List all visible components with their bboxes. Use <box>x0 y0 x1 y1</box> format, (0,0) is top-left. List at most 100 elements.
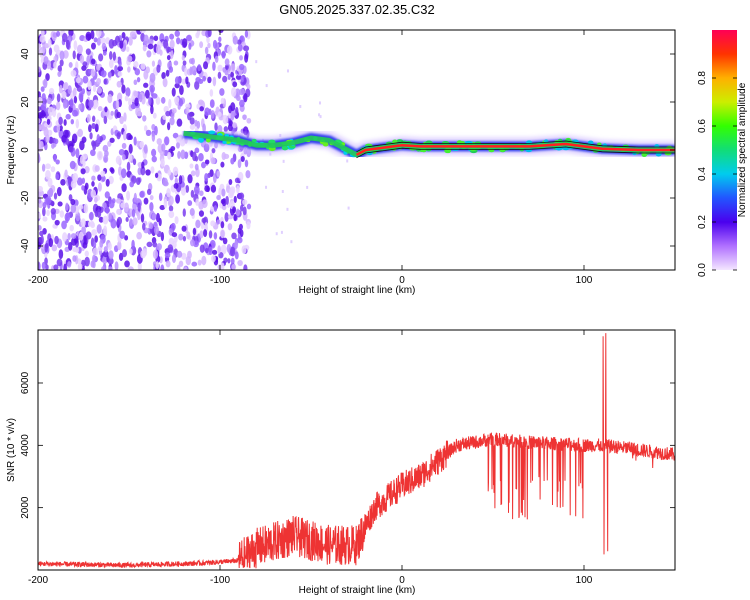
noise-point <box>224 64 229 70</box>
noise-point <box>56 124 61 133</box>
noise-point <box>221 188 226 197</box>
noise-point <box>43 78 48 89</box>
noise-point <box>61 91 67 100</box>
noise-point <box>156 243 162 251</box>
noise-point <box>207 76 212 84</box>
spectrogram-x-tick-label: -200 <box>28 275 48 286</box>
noise-point <box>42 201 47 209</box>
noise-point <box>117 92 123 102</box>
noise-point <box>79 54 85 64</box>
noise-point <box>69 160 76 170</box>
noise-point <box>121 154 126 161</box>
noise-point <box>42 207 46 217</box>
noise-point <box>237 44 243 52</box>
noise-point <box>102 250 109 258</box>
noise-point <box>156 44 161 55</box>
noise-point <box>94 165 100 172</box>
noise-point <box>96 86 103 94</box>
noise-point <box>225 195 229 205</box>
noise-point <box>65 138 70 146</box>
colorbar-tick-label: 0.0 <box>697 263 708 277</box>
noise-point <box>108 59 114 69</box>
noise-point <box>92 247 99 256</box>
noise-point <box>231 232 237 240</box>
noise-point <box>67 85 72 95</box>
noise-point <box>86 114 91 123</box>
snr-frame <box>37 329 676 571</box>
noise-point <box>85 231 92 240</box>
noise-point <box>92 241 97 248</box>
noise-point <box>213 232 218 240</box>
noise-point <box>116 208 121 215</box>
noise-point <box>243 264 248 270</box>
noise-point <box>75 77 81 84</box>
noise-point <box>230 87 237 98</box>
noise-point <box>232 206 237 214</box>
noise-point <box>228 120 233 127</box>
noise-point <box>134 97 139 107</box>
noise-point <box>222 75 228 83</box>
noise-point <box>187 112 192 121</box>
noise-point <box>128 134 133 141</box>
noise-point <box>234 251 239 260</box>
noise-point <box>168 66 174 73</box>
noise-point <box>230 102 236 112</box>
noise-point <box>238 223 243 231</box>
noise-point <box>168 205 174 212</box>
noise-point <box>136 76 141 83</box>
noise-point <box>142 222 146 231</box>
noise-point <box>194 147 200 154</box>
noise-point <box>195 198 200 206</box>
noise-point <box>203 229 208 237</box>
noise-point <box>38 106 42 112</box>
noise-point <box>57 65 62 72</box>
noise-point <box>174 216 179 225</box>
noise-point <box>97 105 103 112</box>
noise-point <box>38 66 41 73</box>
noise-point <box>234 177 240 184</box>
noise-point <box>104 106 108 113</box>
noise-point <box>194 80 200 90</box>
noise-point <box>51 143 55 149</box>
noise-point <box>242 199 248 205</box>
noise-point <box>60 179 66 186</box>
noise-point <box>131 208 136 218</box>
noise-point <box>236 95 241 102</box>
colorbar-tick-label: 0.4 <box>697 167 708 181</box>
noise-point <box>189 208 195 216</box>
noise-point <box>239 55 243 61</box>
noise-point <box>143 34 149 45</box>
noise-point <box>93 196 98 203</box>
noise-point <box>151 213 157 221</box>
noise-point <box>167 122 171 131</box>
noise-point <box>143 144 148 154</box>
track-core <box>355 142 675 156</box>
colorbar-tick-label: 0.8 <box>697 71 708 85</box>
noise-point <box>184 67 188 77</box>
noise-point <box>65 113 71 120</box>
noise-point <box>72 87 77 98</box>
noise-point <box>94 123 99 133</box>
noise-point <box>38 118 41 124</box>
noise-point <box>41 163 46 172</box>
noise-point <box>81 177 86 184</box>
track-point <box>322 141 329 147</box>
noise-point <box>85 99 90 110</box>
noise-point <box>123 202 129 213</box>
noise-point <box>67 233 71 241</box>
noise-point <box>96 77 102 85</box>
noise-point <box>235 74 242 80</box>
noise-point <box>227 73 231 81</box>
noise-point <box>105 178 110 187</box>
noise-point <box>84 256 90 267</box>
noise-point <box>197 259 202 266</box>
noise-point <box>199 244 205 253</box>
noise-point <box>71 237 77 246</box>
noise-point <box>236 185 240 194</box>
noise-point <box>241 245 247 254</box>
noise-point <box>234 239 239 249</box>
noise-point <box>146 241 153 248</box>
noise-point <box>69 224 74 232</box>
noise-point <box>64 212 71 222</box>
noise-point <box>128 143 133 154</box>
